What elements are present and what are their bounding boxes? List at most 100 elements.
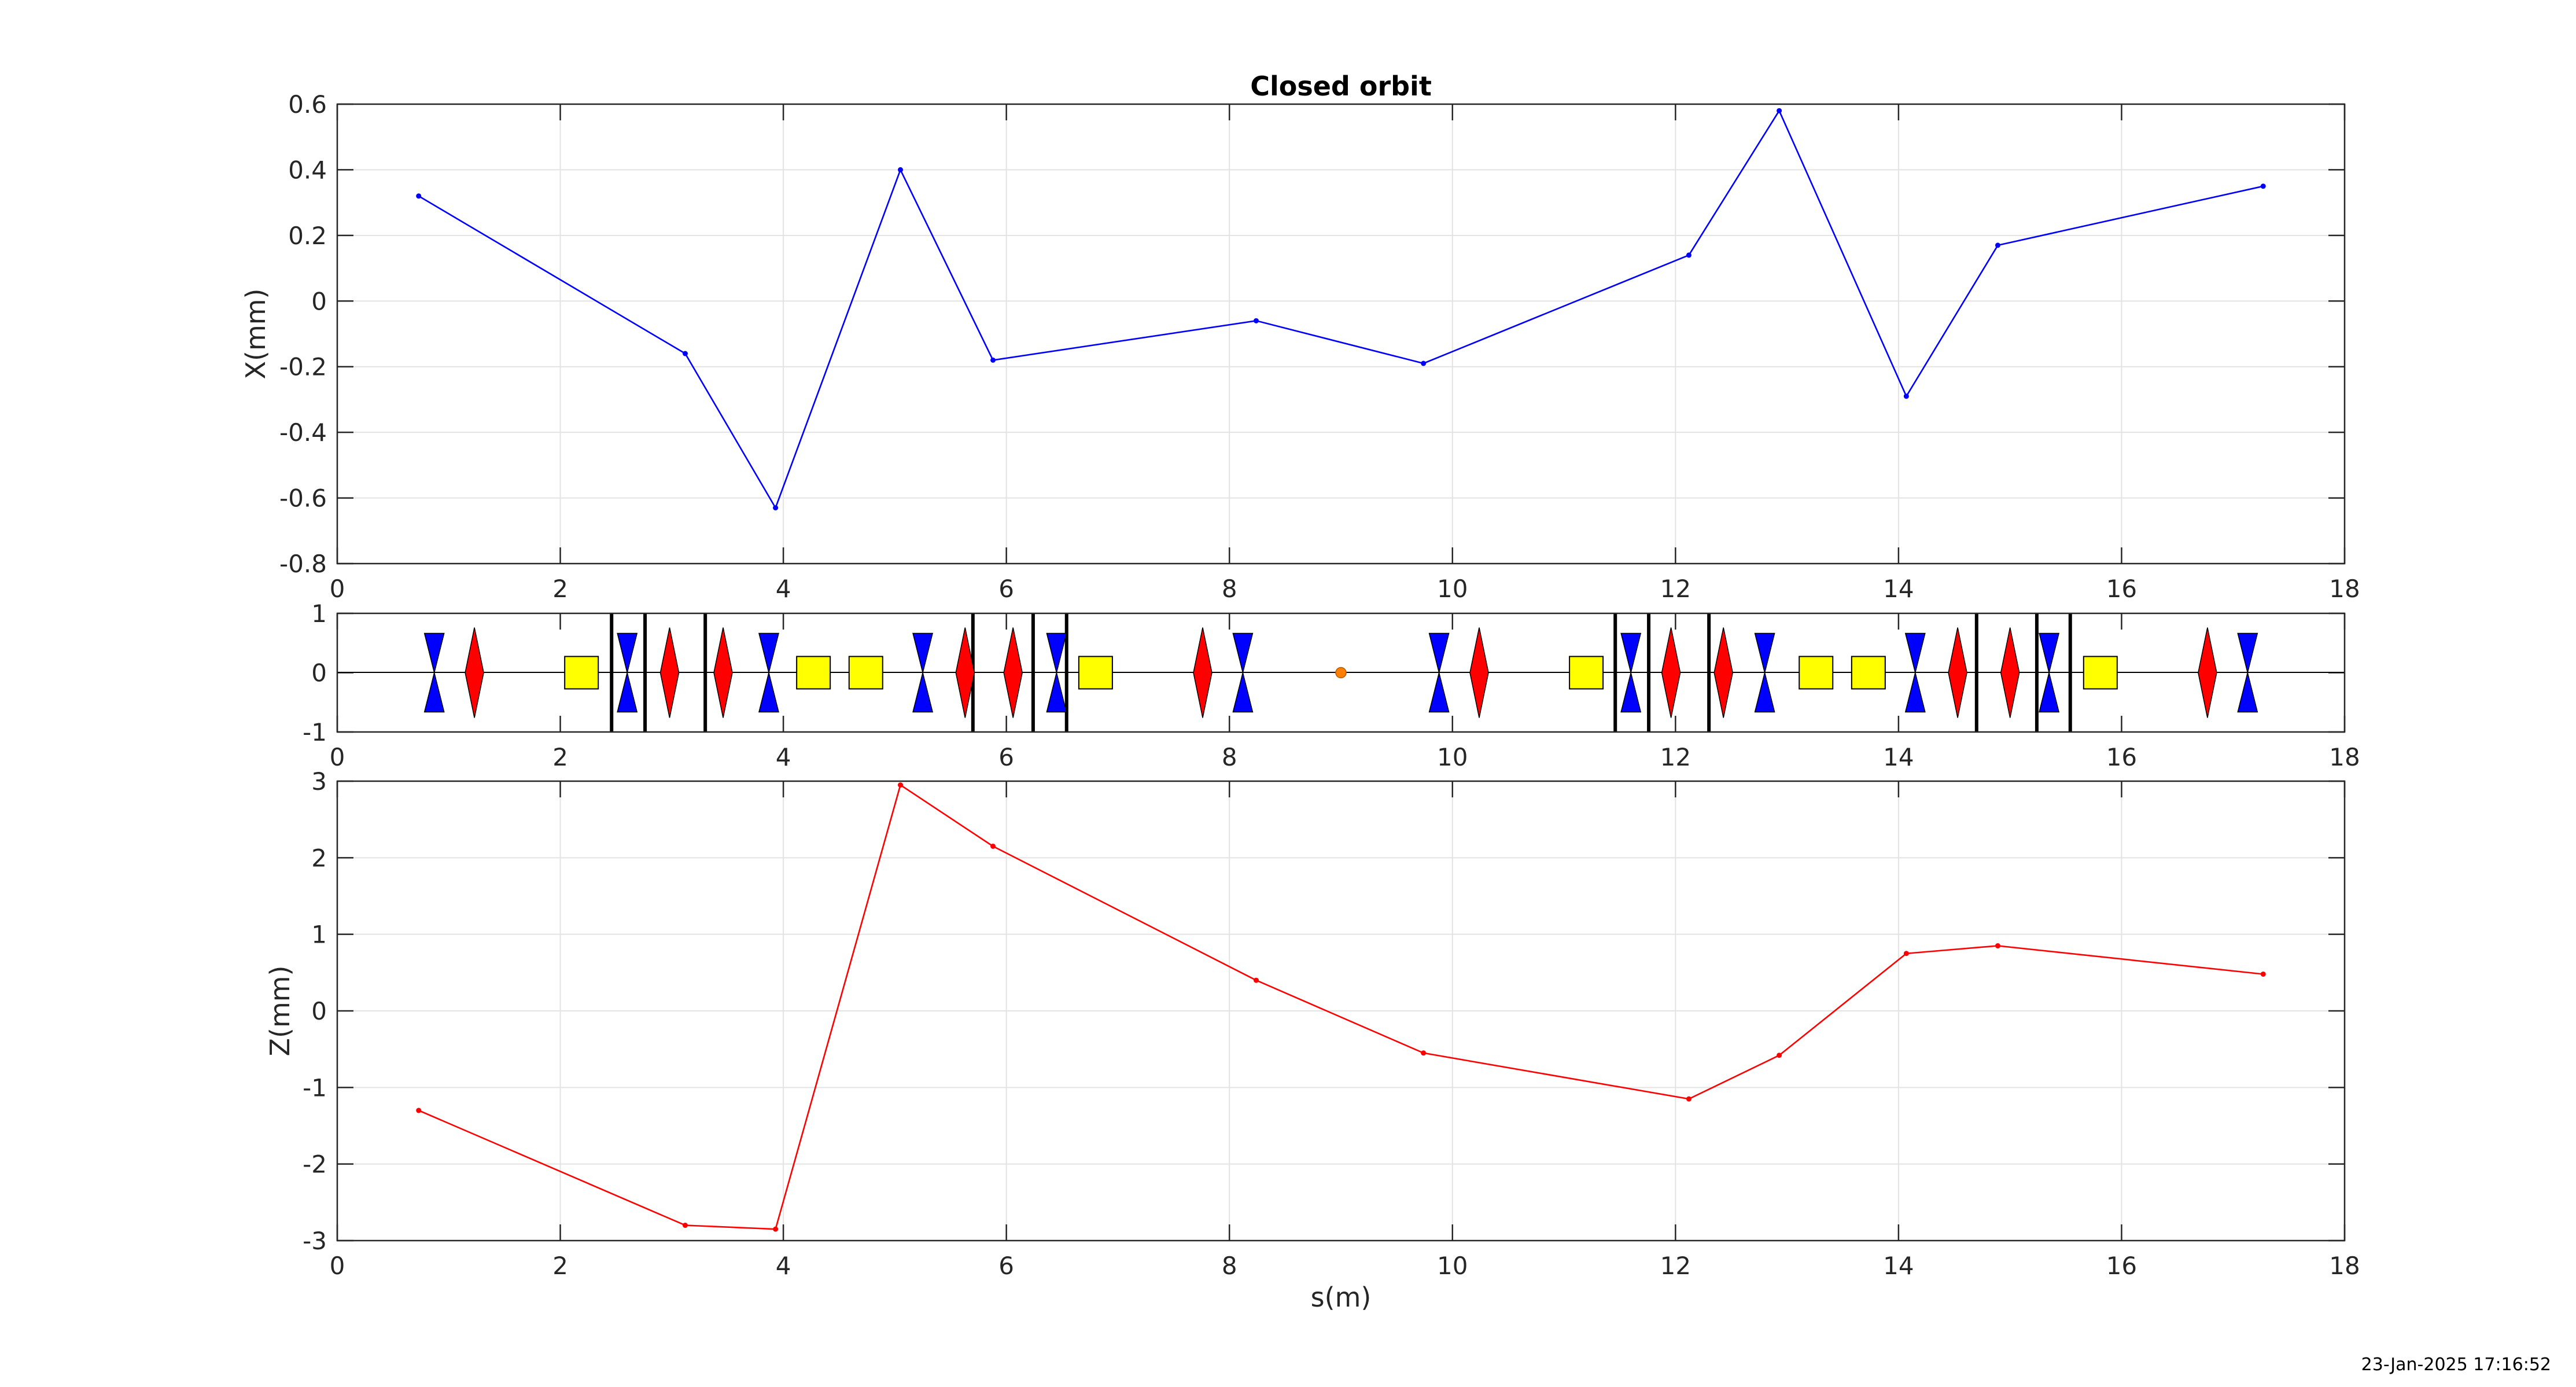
defocusing-quadrupole — [1046, 632, 1067, 713]
x-orbit-plot-area — [337, 104, 2345, 564]
x-tick-label: 6 — [998, 575, 1014, 603]
data-point — [990, 357, 996, 363]
y-tick-label: 2 — [311, 844, 327, 872]
focusing-quadrupole — [1661, 627, 1681, 718]
data-point — [1421, 360, 1427, 366]
lattice-axes-box — [336, 612, 2346, 733]
x-tick-label: 14 — [1883, 743, 1914, 771]
data-point — [682, 351, 688, 356]
x-tick-label: 8 — [1222, 743, 1237, 771]
data-point — [2260, 971, 2266, 977]
x-tick-label: 10 — [1437, 575, 1468, 603]
data-point — [1777, 108, 1782, 113]
defocusing-quadrupole — [1754, 632, 1775, 713]
series-line — [418, 783, 2264, 1230]
sextupole — [1799, 656, 1834, 690]
x-tick-label: 6 — [998, 743, 1014, 771]
lattice-elements — [423, 613, 2258, 732]
y-tick-label: 0 — [311, 997, 327, 1025]
data-point — [1903, 951, 1909, 956]
y-tick-label: -0.8 — [279, 550, 327, 578]
x-tick-label: 4 — [776, 1252, 791, 1280]
data-point — [1686, 1096, 1691, 1102]
z-orbit-series — [416, 782, 2266, 1232]
sextupole — [848, 656, 883, 690]
y-tick-label: 0.6 — [288, 90, 327, 119]
data-point — [773, 505, 779, 511]
data-point — [1903, 393, 1909, 399]
y-tick-label: 0.4 — [288, 156, 327, 184]
data-point — [898, 167, 904, 172]
x-tick-label: 10 — [1437, 1252, 1468, 1280]
defocusing-quadrupole — [1232, 632, 1254, 713]
y-tick-label: 1 — [311, 921, 327, 949]
y-tick-label: -0.6 — [279, 484, 327, 513]
x-tick-label: 8 — [1222, 575, 1237, 603]
timestamp: 23-Jan-2025 17:16:52 — [2361, 1355, 2551, 1375]
x-tick-label: 12 — [1660, 743, 1691, 771]
series-line — [418, 109, 2264, 510]
lattice-marker — [1335, 667, 1347, 679]
x-tick-label: 12 — [1660, 1252, 1691, 1280]
y-tick-label: -2 — [303, 1150, 327, 1179]
data-point — [1253, 318, 1259, 323]
x-tick-label: 18 — [2329, 1252, 2360, 1280]
y-tick-label: 3 — [311, 767, 327, 796]
x-tick-label: 16 — [2106, 743, 2137, 771]
data-point — [2260, 183, 2266, 189]
data-point — [773, 1226, 779, 1232]
data-point — [1686, 252, 1691, 258]
focusing-quadrupole — [465, 627, 484, 718]
data-point — [1253, 977, 1259, 983]
data-point — [990, 843, 996, 849]
lattice-panel: 0 2 4 6 8 10 12 14 16 18-101 — [303, 599, 2360, 771]
focusing-quadrupole — [659, 627, 680, 718]
x-tick-label: 4 — [776, 743, 791, 771]
sextupole — [2083, 656, 2118, 690]
y-tick-label: 1 — [311, 599, 327, 628]
x-tick-label: 6 — [998, 1252, 1014, 1280]
defocusing-quadrupole — [2237, 632, 2258, 713]
data-point — [416, 193, 422, 199]
chart-title: Closed orbit — [1250, 71, 1432, 102]
defocusing-quadrupole — [1904, 632, 1926, 713]
x-tick-label: 2 — [552, 743, 568, 771]
x-tick-label: 10 — [1437, 743, 1468, 771]
focusing-quadrupole — [1713, 627, 1733, 718]
y-tick-label: -3 — [303, 1227, 327, 1255]
defocusing-quadrupole — [1620, 632, 1642, 713]
y-tick-label: -1 — [303, 1073, 327, 1102]
x-tick-label: 2 — [552, 1252, 568, 1280]
x-tick-label: 0 — [330, 1252, 345, 1280]
sextupole — [1569, 656, 1604, 690]
x-tick-label: 16 — [2106, 1252, 2137, 1280]
x-tick-label: 8 — [1222, 1252, 1237, 1280]
sextupole — [1851, 656, 1886, 690]
focusing-quadrupole — [2000, 627, 2020, 718]
focusing-quadrupole — [955, 627, 975, 718]
x-tick-label: 18 — [2329, 743, 2360, 771]
data-point — [416, 1108, 422, 1113]
x-tick-label: 18 — [2329, 575, 2360, 603]
data-point — [1777, 1053, 1782, 1058]
x-orbit-y-axis-label: X(mm) — [240, 288, 271, 379]
focusing-quadrupole — [1003, 627, 1023, 718]
s-axis-label: s(m) — [1311, 1282, 1372, 1313]
focusing-quadrupole — [713, 627, 733, 718]
sextupole — [1078, 656, 1113, 690]
defocusing-quadrupole — [617, 632, 638, 713]
x-tick-label: 12 — [1660, 575, 1691, 603]
data-point — [1421, 1050, 1427, 1056]
y-tick-label: 0 — [311, 287, 327, 315]
x-orbit-axes-box — [336, 103, 2346, 565]
focusing-quadrupole — [2198, 627, 2217, 718]
focusing-quadrupole — [1948, 627, 1967, 718]
sextupole — [796, 656, 831, 690]
y-tick-label: 0 — [311, 659, 327, 687]
z-orbit-y-axis-label: Z(mm) — [264, 965, 296, 1056]
x-tick-label: 14 — [1883, 1252, 1914, 1280]
data-point — [898, 782, 904, 788]
data-point — [682, 1223, 688, 1228]
